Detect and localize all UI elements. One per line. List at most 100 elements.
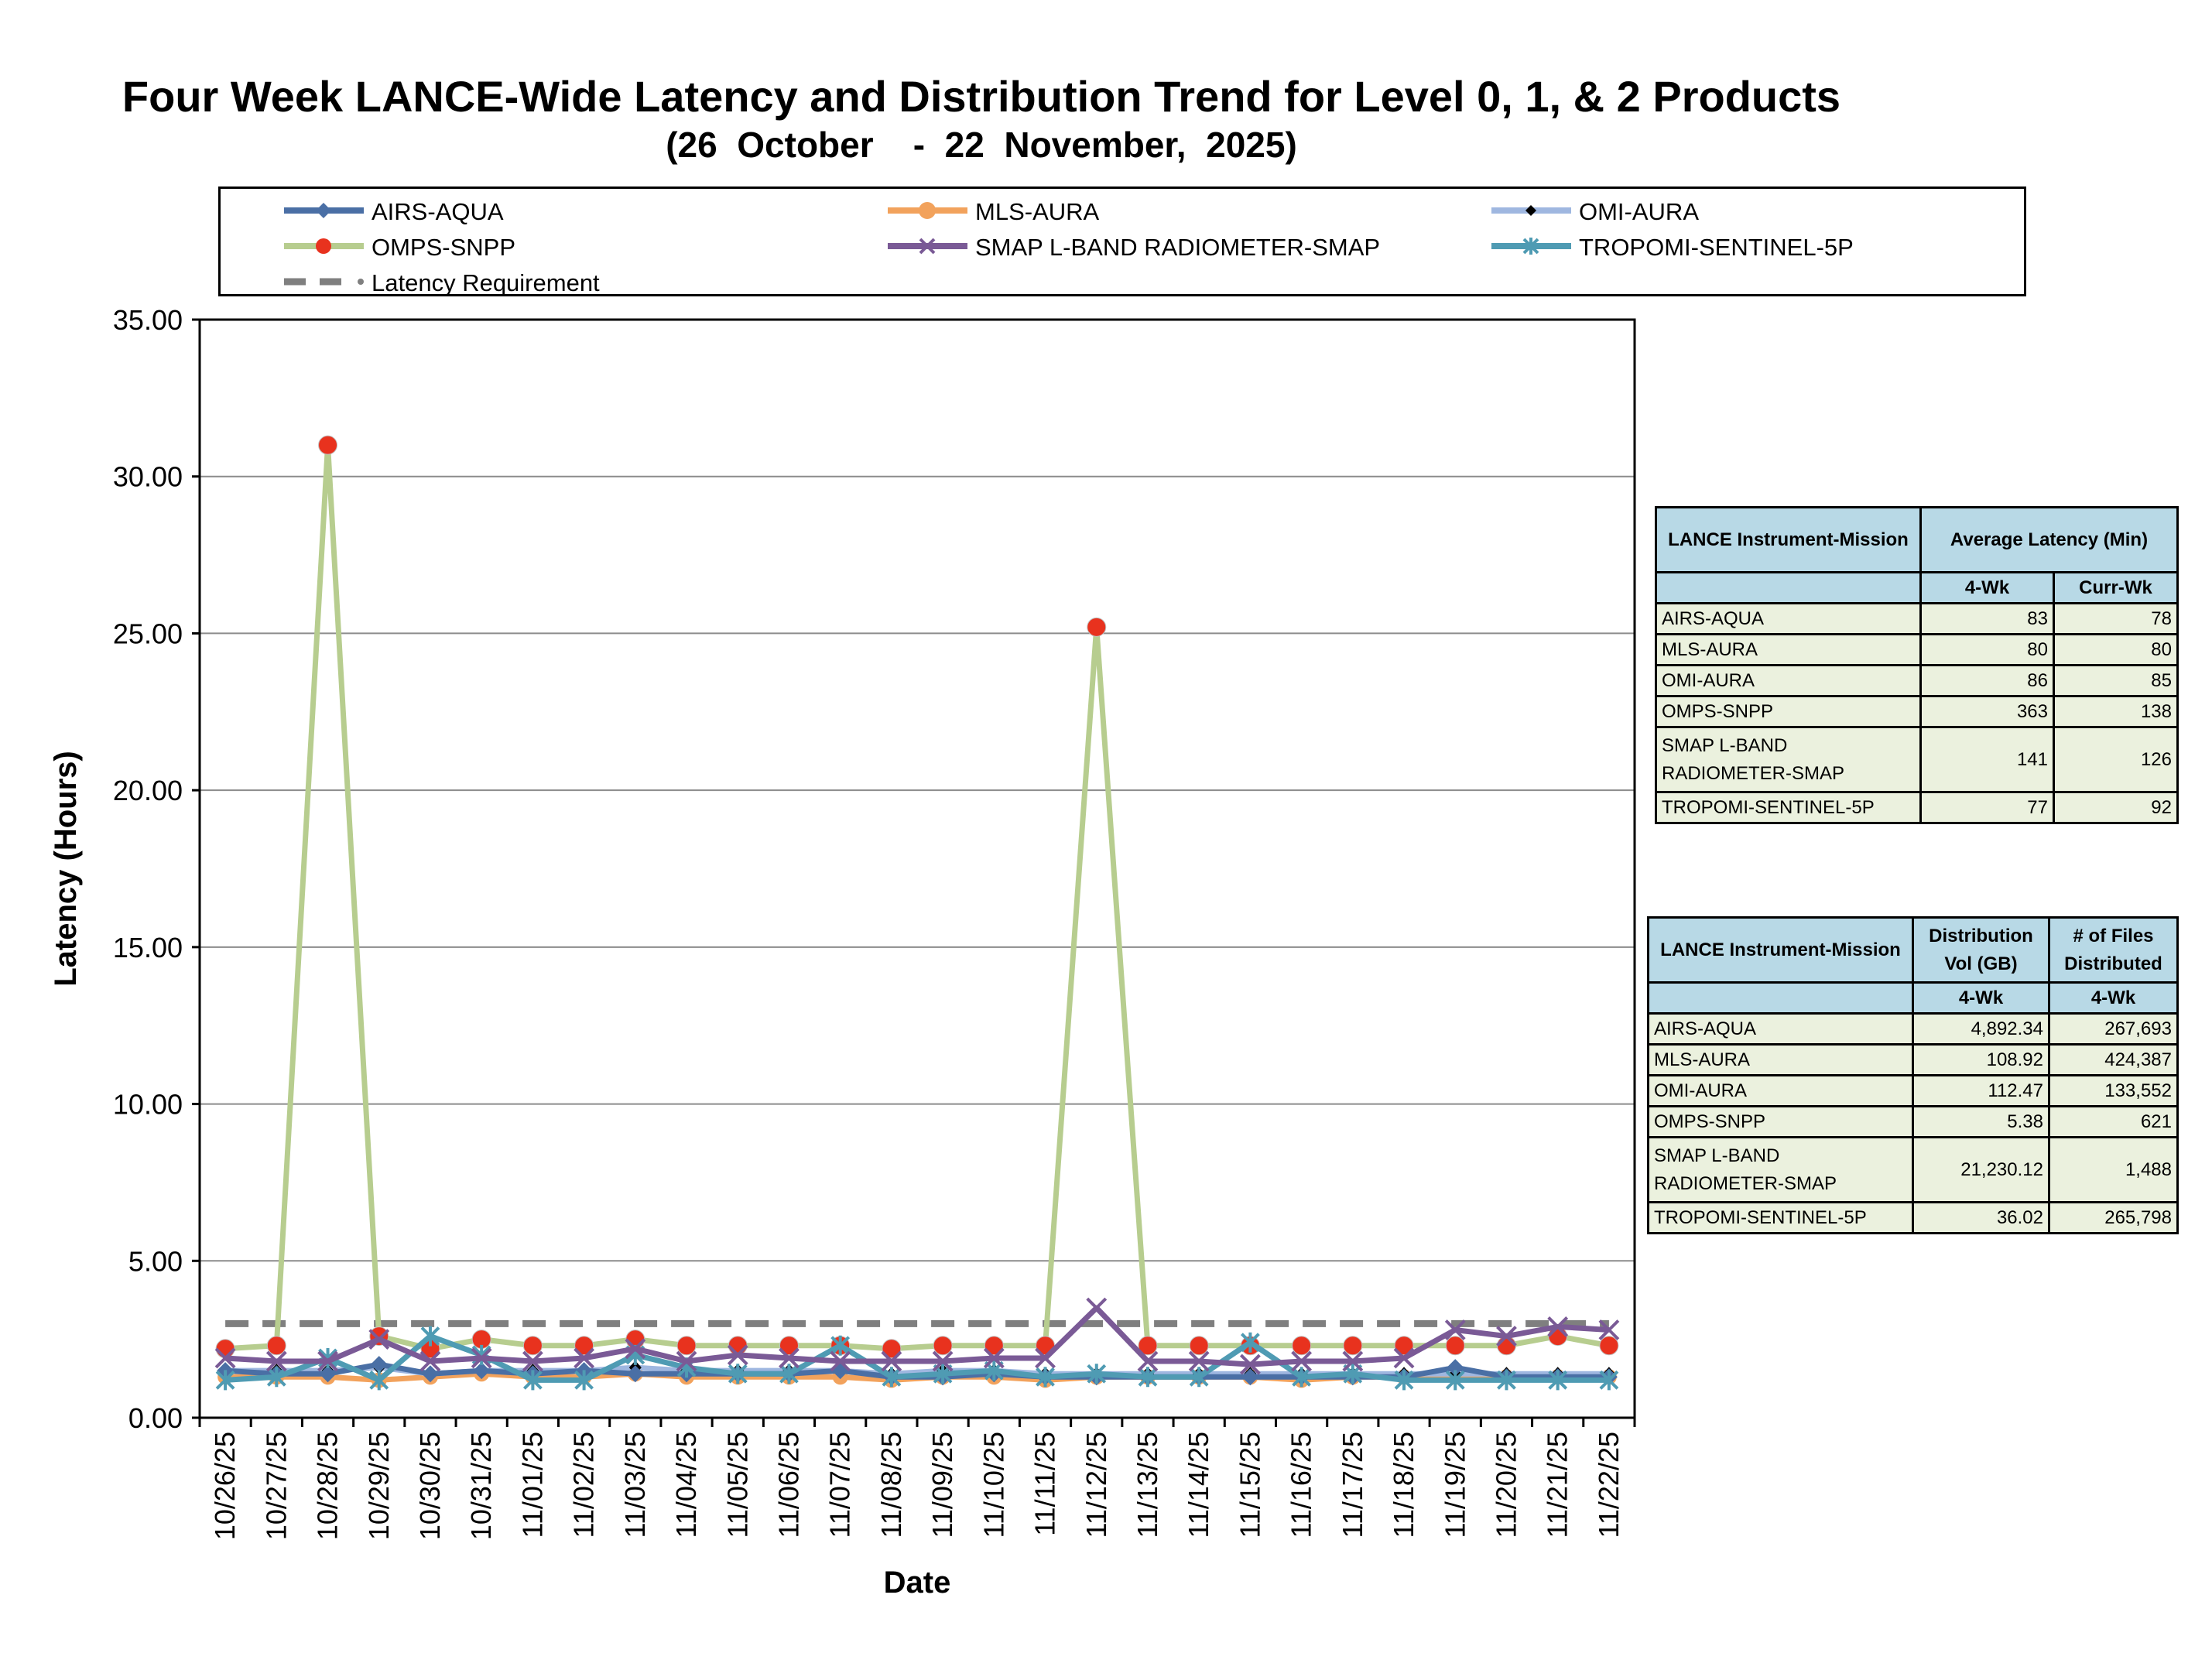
table-row: OMI-AURA 112.47 133,552	[1647, 1074, 2179, 1107]
data-point-smap-l-band-radiometer-smap	[1035, 1347, 1056, 1369]
data-point-omps-snpp	[318, 435, 338, 455]
data-point-smap-l-band-radiometer-smap	[881, 1350, 902, 1372]
data-point-omps-snpp	[728, 1336, 748, 1356]
data-point-smap-l-band-radiometer-smap	[368, 1329, 390, 1350]
x-tick-label: 10/29/25	[363, 1432, 395, 1540]
series-line-omps-snpp	[224, 442, 1610, 1352]
data-point-omps-snpp	[779, 1336, 799, 1356]
latency-row-currwk: 126	[2053, 726, 2179, 793]
table-row: OMI-AURA 86 85	[1655, 664, 2179, 697]
distribution-row-files: 133,552	[2048, 1074, 2179, 1107]
data-point-smap-l-band-radiometer-smap	[265, 1350, 287, 1372]
series-layer	[214, 435, 1620, 1391]
table-row: OMPS-SNPP 5.38 621	[1647, 1105, 2179, 1138]
data-point-tropomi-sentinel-5p	[779, 1364, 799, 1384]
distribution-row-files: 267,693	[2048, 1012, 2179, 1046]
x-tick-label: 11/06/25	[772, 1432, 804, 1538]
x-tick-label: 11/03/25	[619, 1432, 651, 1538]
distribution-table-subheader-files-4wk: 4-Wk	[2048, 981, 2179, 1015]
x-tick-label: 10/28/25	[312, 1432, 344, 1540]
x-tick-label: 11/10/25	[978, 1432, 1009, 1538]
data-point-tropomi-sentinel-5p	[1240, 1332, 1260, 1353]
data-point-airs-aqua	[1447, 1359, 1464, 1377]
data-point-smap-l-band-radiometer-smap	[1291, 1350, 1313, 1372]
y-axis-ticks: 0.00 5.00 10.00 15.00 20.00 25.00 30.00 35.00	[113, 304, 200, 1434]
data-point-smap-l-band-radiometer-smap	[1188, 1350, 1210, 1372]
table-row: SMAP L-BAND RADIOMETER-SMAP 21,230.12 1,48…	[1647, 1136, 2179, 1203]
data-point-smap-l-band-radiometer-smap	[830, 1350, 851, 1372]
latency-row-name: OMI-AURA	[1655, 664, 1922, 697]
data-point-smap-l-band-radiometer-smap	[779, 1347, 800, 1369]
data-point-tropomi-sentinel-5p	[1036, 1367, 1055, 1388]
data-point-smap-l-band-radiometer-smap	[676, 1350, 697, 1372]
x-tick-label: 11/13/25	[1132, 1432, 1163, 1538]
y-tick-label: 10.00	[113, 1089, 183, 1121]
data-point-tropomi-sentinel-5p	[728, 1364, 748, 1384]
data-point-smap-l-band-radiometer-smap	[1342, 1350, 1364, 1372]
data-point-omps-snpp	[522, 1336, 543, 1356]
x-tick-label: 11/09/25	[926, 1432, 958, 1538]
data-point-airs-aqua	[319, 1365, 337, 1383]
table-row: MLS-AURA 108.92 424,387	[1647, 1043, 2179, 1076]
x-tick-label: 10/26/25	[209, 1432, 241, 1540]
x-tick-label: 11/02/25	[568, 1432, 600, 1538]
distribution-row-files: 265,798	[2048, 1201, 2179, 1234]
data-point-tropomi-sentinel-5p	[1599, 1370, 1619, 1391]
data-point-smap-l-band-radiometer-smap	[625, 1338, 646, 1360]
x-tick-label: 11/17/25	[1337, 1432, 1368, 1538]
latency-table: LANCE Instrument-Mission Average Latency…	[1655, 506, 2179, 824]
distribution-row-vol: 21,230.12	[1912, 1136, 2050, 1203]
data-point-smap-l-band-radiometer-smap	[1086, 1297, 1108, 1319]
y-tick-label: 20.00	[113, 775, 183, 806]
x-tick-label: 10/31/25	[465, 1432, 497, 1540]
y-tick-label: 5.00	[128, 1245, 183, 1277]
distribution-table-header-files: # of Files Distributed	[2048, 916, 2179, 984]
x-tick-label: 11/22/25	[1593, 1432, 1625, 1538]
latency-table-header-average: Average Latency (Min)	[1919, 506, 2179, 573]
data-point-smap-l-band-radiometer-smap	[1496, 1326, 1517, 1347]
legend-label-tropomi: TROPOMI-SENTINEL-5P	[1579, 234, 1854, 261]
latency-row-4wk: 80	[1919, 633, 2055, 666]
x-tick-label: 10/30/25	[414, 1432, 446, 1540]
data-point-airs-aqua	[473, 1362, 491, 1380]
distribution-row-vol: 108.92	[1912, 1043, 2050, 1076]
x-tick-label: 11/19/25	[1439, 1432, 1471, 1538]
legend-swatch-latency-requirement	[284, 278, 364, 286]
legend-label-airs-aqua: AIRS-AQUA	[372, 198, 504, 225]
legend-swatch-omps-snpp	[284, 238, 364, 254]
data-point-tropomi-sentinel-5p	[1189, 1367, 1209, 1388]
data-point-omps-snpp	[984, 1336, 1004, 1356]
latency-row-name: TROPOMI-SENTINEL-5P	[1655, 791, 1922, 824]
legend-label-mls-aura: MLS-AURA	[975, 198, 1100, 225]
data-point-tropomi-sentinel-5p	[830, 1335, 851, 1356]
x-tick-label: 11/18/25	[1388, 1432, 1419, 1538]
data-point-omps-snpp	[676, 1336, 697, 1356]
distribution-row-vol: 5.38	[1912, 1105, 2050, 1138]
latency-line-chart: 0.00 5.00 10.00 15.00 20.00 25.00 30.00 35.00 1…	[49, 304, 1636, 1600]
distribution-table-subheader-vol-4wk: 4-Wk	[1912, 981, 2050, 1015]
data-point-airs-aqua	[626, 1365, 644, 1383]
x-tick-label: 11/16/25	[1286, 1432, 1317, 1538]
distribution-row-files: 621	[2048, 1105, 2179, 1138]
latency-row-name: MLS-AURA	[1655, 633, 1922, 666]
data-point-tropomi-sentinel-5p	[420, 1326, 440, 1347]
data-point-omps-snpp	[933, 1336, 953, 1356]
x-tick-label: 11/15/25	[1234, 1432, 1265, 1538]
legend-label-omps-snpp: OMPS-SNPP	[372, 234, 516, 261]
data-point-tropomi-sentinel-5p	[369, 1370, 389, 1391]
data-point-omps-snpp	[266, 1336, 286, 1356]
distribution-row-name: AIRS-AQUA	[1647, 1012, 1914, 1046]
chart-subtitle: (26 October - 22 November, 2025)	[666, 125, 1297, 165]
x-tick-label: 11/12/25	[1080, 1432, 1112, 1538]
data-point-omps-snpp	[1343, 1336, 1363, 1356]
data-point-smap-l-band-radiometer-smap	[1239, 1354, 1261, 1375]
chart-legend: AIRS-AQUA MLS-AURA OMI-AURA OMPS-SNPP SM…	[218, 187, 2026, 296]
latency-row-4wk: 83	[1919, 602, 2055, 635]
data-point-smap-l-band-radiometer-smap	[727, 1344, 748, 1366]
latency-row-currwk: 85	[2053, 664, 2179, 697]
data-point-airs-aqua	[421, 1365, 439, 1383]
data-point-smap-l-band-radiometer-smap	[471, 1347, 492, 1369]
data-point-smap-l-band-radiometer-smap	[1444, 1319, 1466, 1340]
latency-row-currwk: 138	[2053, 695, 2179, 728]
latency-row-name: OMPS-SNPP	[1655, 695, 1922, 728]
